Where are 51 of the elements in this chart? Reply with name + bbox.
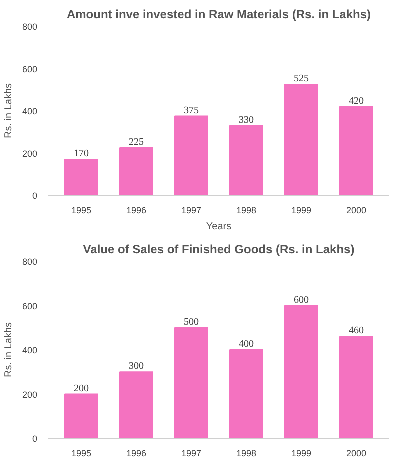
- data-label: 600: [294, 294, 309, 306]
- bar: [174, 327, 208, 438]
- data-label: 170: [74, 148, 89, 160]
- x-tick-label: 1996: [126, 448, 147, 458]
- data-label: 375: [184, 105, 199, 116]
- bar: [230, 350, 264, 438]
- x-tick-label: 1997: [181, 206, 202, 216]
- bar: [120, 147, 154, 196]
- y-tick-label: 400: [22, 106, 38, 116]
- chart-title: Value of Sales of Finished Goods (Rs. in Lakhs): [83, 242, 355, 256]
- data-label: 460: [349, 326, 364, 337]
- bar: [64, 159, 98, 196]
- y-tick-label: 600: [22, 301, 38, 312]
- data-label: 225: [129, 136, 144, 148]
- y-tick-label: 0: [32, 191, 38, 201]
- data-label: 420: [349, 96, 364, 107]
- x-axis-title: Years: [206, 222, 232, 232]
- x-tick-label: 1995: [71, 206, 92, 216]
- bar: [340, 336, 374, 438]
- x-tick-label: 1999: [291, 448, 312, 458]
- y-tick-label: 600: [22, 64, 38, 74]
- data-label: 400: [239, 339, 254, 350]
- x-tick-label: 1999: [291, 206, 312, 216]
- y-tick-label: 800: [22, 257, 38, 267]
- x-tick-label: 1998: [236, 206, 257, 216]
- y-tick-label: 800: [22, 22, 38, 32]
- x-tick-label: 2000: [346, 206, 367, 216]
- data-label: 525: [294, 74, 309, 85]
- y-axis-title: Rs. in Lakhs: [3, 83, 14, 139]
- bar: [284, 305, 318, 438]
- y-tick-label: 0: [32, 434, 38, 444]
- bar: [284, 84, 318, 196]
- bar: [340, 106, 374, 196]
- data-label: 300: [129, 361, 144, 372]
- bar: [64, 394, 98, 438]
- x-tick-label: 1996: [126, 206, 147, 216]
- y-tick-label: 200: [22, 390, 38, 400]
- x-tick-label: 1998: [236, 448, 257, 458]
- x-tick-label: 1995: [71, 448, 92, 458]
- bar: [174, 116, 208, 196]
- data-label: 500: [184, 316, 199, 328]
- data-label: 330: [239, 114, 254, 126]
- y-axis-title: Rs. in Lakhs: [3, 322, 14, 378]
- chart-title: Amount inve invested in Raw Materials (Rs. in Lakhs): [66, 8, 372, 22]
- y-tick-label: 400: [22, 346, 38, 356]
- x-tick-label: 2000: [346, 448, 367, 458]
- data-label: 200: [74, 383, 89, 394]
- bar: [230, 125, 264, 196]
- y-tick-label: 200: [22, 148, 38, 159]
- bar: [120, 372, 154, 438]
- x-tick-label: 1997: [181, 448, 202, 458]
